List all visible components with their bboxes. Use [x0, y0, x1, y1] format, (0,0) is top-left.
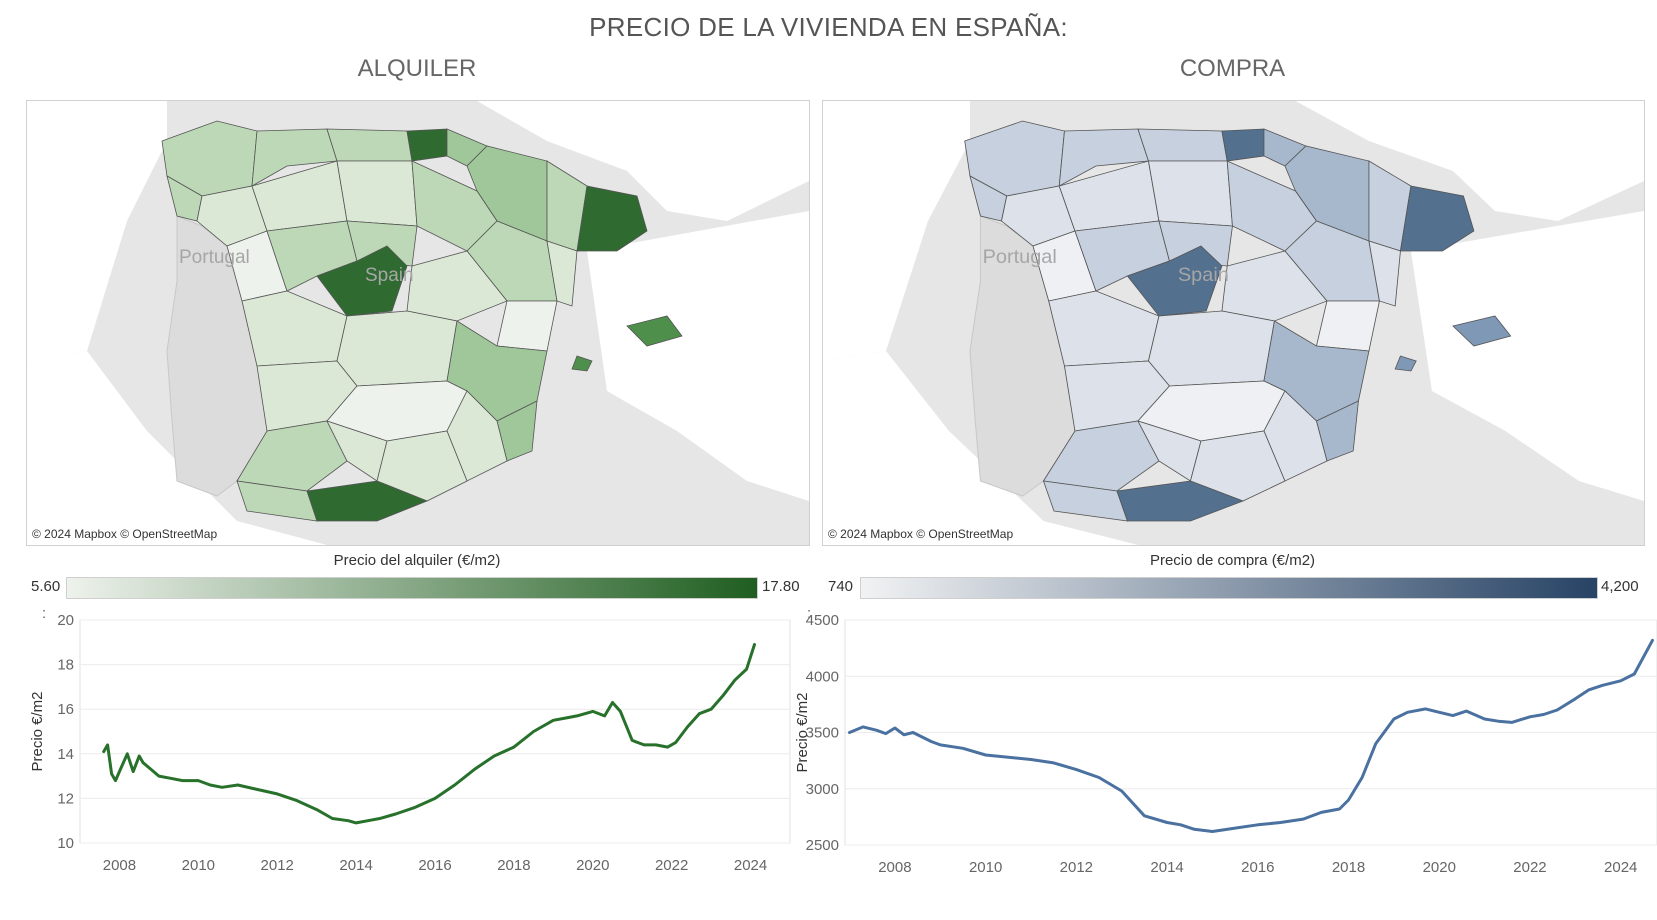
y-axis-label: Precio €/m2	[29, 691, 46, 771]
y-tick-label: 18	[57, 657, 74, 674]
y-tick-label: 3000	[806, 781, 839, 798]
x-tick-label: 2008	[103, 857, 136, 874]
rent-panel-title: ALQUILER	[357, 55, 477, 82]
province-region	[1189, 430, 1286, 502]
y-tick-label: 16	[57, 701, 74, 718]
rent-legend-min: 5.60	[31, 578, 61, 595]
province-region	[1147, 160, 1233, 227]
x-tick-label: 2016	[1241, 859, 1274, 876]
province-region	[1452, 315, 1512, 347]
y-tick-label: 4500	[806, 612, 839, 629]
y-tick-label: 10	[57, 835, 74, 852]
x-tick-label: 2016	[418, 857, 451, 874]
buy-legend-min: 740	[828, 578, 854, 595]
province-region	[1137, 128, 1228, 162]
x-tick-label: 2010	[182, 857, 215, 874]
map-credit[interactable]: © 2024 Mapbox © OpenStreetMap	[828, 527, 1014, 541]
buy-panel-title: COMPRA	[1179, 55, 1286, 82]
y-tick-label: 12	[57, 790, 74, 807]
series-line	[102, 643, 756, 825]
rent-line-chart: 10 12 14 16 18 20 2008 2010 2012 2014 2016 2018 2020…	[0, 605, 820, 920]
more-icon: :	[807, 605, 811, 622]
x-tick-label: 2010	[969, 859, 1002, 876]
y-tick-label: 2500	[806, 837, 839, 854]
rent-map[interactable]: Portugal Spain © 2024 Mapbox © OpenStreet…	[26, 100, 810, 546]
rent-legend-max: 17.80	[762, 578, 800, 595]
province-region	[336, 310, 458, 387]
series-line	[848, 638, 1654, 833]
province-region	[576, 185, 648, 252]
province-region	[1394, 355, 1417, 372]
province-region	[1116, 480, 1245, 522]
y-tick-label: 14	[57, 746, 74, 763]
province-region	[406, 250, 508, 322]
y-axis-label: Precio €/m2	[794, 692, 811, 772]
buy-line-chart: 2500 3000 3500 4000 4500 2008 2010 2012 2014 2016…	[794, 605, 1657, 920]
x-tick-label: 2008	[878, 859, 911, 876]
page-title: PRECIO DE LA VIVIENDA EN ESPAÑA:	[589, 12, 1068, 42]
y-tick-label: 20	[57, 612, 74, 629]
x-tick-label: 2012	[261, 857, 294, 874]
province-region	[1042, 420, 1160, 492]
rent-color-legend	[66, 577, 758, 599]
x-tick-label: 2020	[576, 857, 609, 874]
province-region	[1263, 390, 1328, 482]
province-region	[1221, 128, 1265, 162]
map-label-spain: Spain	[365, 265, 414, 286]
province-region	[626, 315, 683, 347]
province-region	[1399, 185, 1475, 252]
more-icon: :	[42, 605, 46, 622]
province-region	[571, 355, 593, 372]
rent-legend-title: Precio del alquiler (€/m2)	[333, 552, 501, 569]
rent-choropleth[interactable]: Portugal Spain	[27, 101, 809, 545]
x-tick-label: 2020	[1423, 859, 1456, 876]
map-label-spain: Spain	[1178, 264, 1229, 285]
buy-color-legend	[860, 577, 1598, 599]
x-tick-label: 2024	[1604, 859, 1637, 876]
province-region	[1148, 310, 1275, 387]
province-region	[1221, 250, 1328, 322]
x-tick-label: 2012	[1060, 859, 1093, 876]
province-region	[1368, 240, 1401, 307]
province-region	[251, 128, 338, 187]
y-tick-label: 3500	[806, 725, 839, 742]
x-tick-label: 2022	[655, 857, 688, 874]
buy-map[interactable]: Portugal Spain © 2024 Mapbox © OpenStreet…	[822, 100, 1645, 546]
buy-legend-title: Precio de compra (€/m2)	[1149, 552, 1316, 569]
province-region	[336, 160, 418, 227]
x-tick-label: 2024	[734, 857, 767, 874]
x-tick-label: 2014	[1150, 859, 1183, 876]
map-label-portugal: Portugal	[983, 246, 1057, 267]
province-region	[306, 480, 429, 522]
province-region	[376, 430, 468, 502]
x-tick-label: 2018	[497, 857, 530, 874]
map-label-portugal: Portugal	[179, 247, 250, 268]
y-tick-label: 4000	[806, 668, 839, 685]
x-tick-label: 2018	[1332, 859, 1365, 876]
x-tick-label: 2022	[1513, 859, 1546, 876]
province-region	[1058, 128, 1150, 187]
buy-choropleth[interactable]: Portugal Spain	[823, 101, 1644, 545]
province-region	[1315, 300, 1380, 352]
plot-area	[79, 619, 791, 844]
map-credit[interactable]: © 2024 Mapbox © OpenStreetMap	[32, 527, 218, 541]
x-tick-label: 2014	[339, 857, 372, 874]
province-region	[446, 390, 508, 482]
province-region	[326, 128, 413, 162]
province-region	[546, 240, 578, 307]
buy-legend-max: 4,200	[1601, 578, 1639, 595]
province-region	[496, 300, 558, 352]
province-region	[236, 420, 348, 492]
province-region	[406, 128, 448, 162]
